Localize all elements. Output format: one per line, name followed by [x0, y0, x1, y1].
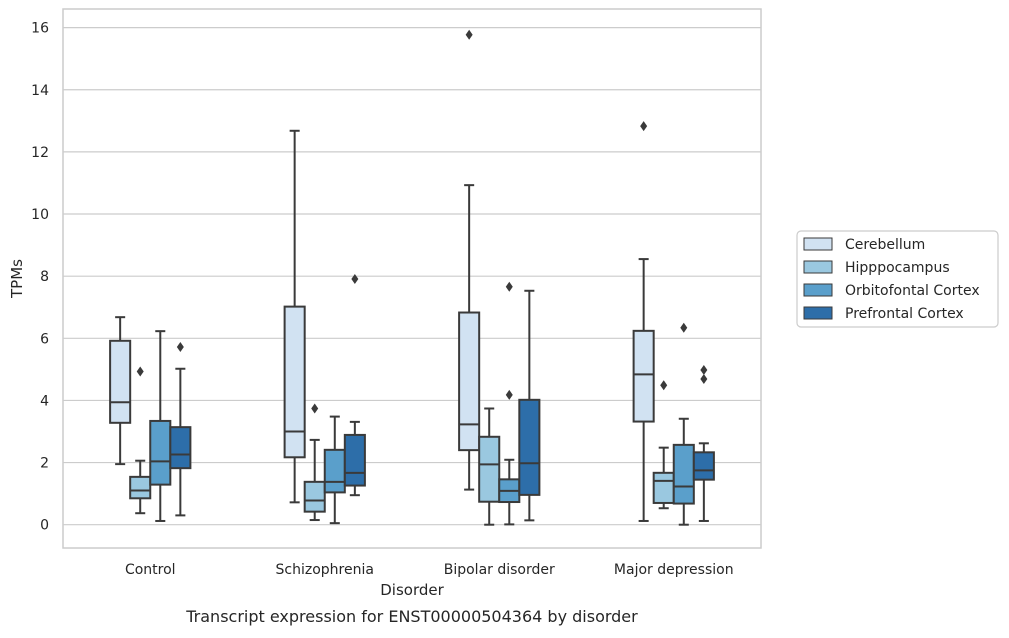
box-0-3 — [169, 342, 192, 517]
box-1-3 — [343, 273, 366, 497]
x-tick-label: Schizophrenia — [276, 562, 374, 578]
chart-caption: Transcript expression for ENST0000050436… — [185, 607, 638, 626]
box-1-0 — [283, 129, 306, 504]
y-tick-label: 4 — [40, 393, 49, 409]
outlier-point — [505, 281, 513, 292]
outlier-point — [680, 322, 688, 333]
legend-swatch — [803, 260, 833, 274]
outlier-point — [700, 364, 708, 375]
y-tick-labels: 0 2 4 6 8 10 12 14 16 — [31, 21, 49, 534]
plot-frame — [62, 8, 762, 549]
box-3-0 — [632, 121, 655, 522]
x-tick-label: Control — [125, 562, 176, 578]
box-iqr — [518, 398, 541, 496]
legend-label: Hipppocampus — [845, 260, 950, 276]
outlier-point — [660, 380, 668, 391]
box-0-0 — [109, 316, 132, 466]
legend-label: Cerebellum — [845, 237, 925, 253]
box-iqr — [283, 305, 306, 459]
y-tick-label: 8 — [40, 269, 49, 285]
y-tick-label: 6 — [40, 331, 49, 347]
box-iqr — [632, 329, 655, 423]
box-iqr — [323, 448, 346, 494]
legend-frame — [796, 230, 999, 328]
y-tick-label: 14 — [31, 83, 49, 99]
box-0-1 — [129, 366, 152, 515]
box-3-1 — [652, 380, 675, 510]
box-iqr — [692, 451, 715, 481]
box-iqr — [652, 471, 675, 504]
x-tick-label: Bipolar disorder — [444, 562, 555, 578]
legend-swatch — [803, 283, 833, 297]
box-groups — [109, 29, 715, 526]
box-iqr — [343, 433, 366, 487]
legend-label: Prefrontal Cortex — [845, 306, 964, 322]
box-1-2 — [323, 415, 346, 525]
box-2-1 — [478, 407, 501, 526]
x-tick-labels: Control Schizophrenia Bipolar disorder Majo… — [125, 562, 734, 578]
outlier-point — [176, 342, 184, 353]
outlier-point — [311, 403, 319, 414]
outlier-point — [700, 373, 708, 384]
legend-label: Orbitofontal Cortex — [845, 283, 980, 299]
legend-swatch — [803, 237, 833, 251]
box-iqr — [478, 435, 501, 503]
box-iqr — [303, 480, 326, 513]
box-3-2 — [672, 322, 695, 526]
box-2-2 — [498, 281, 521, 526]
outlier-point — [136, 366, 144, 377]
x-tick-label: Major depression — [614, 562, 734, 578]
box-0-2 — [149, 330, 172, 522]
box-iqr — [169, 426, 192, 470]
box-2-0 — [458, 29, 481, 491]
box-2-3 — [518, 289, 541, 522]
box-3-3 — [692, 364, 715, 522]
y-axis-label: TPMs — [8, 259, 26, 299]
outlier-point — [505, 389, 513, 400]
box-iqr — [672, 443, 695, 505]
legend-swatch — [803, 306, 833, 320]
y-tick-label: 2 — [40, 456, 49, 472]
outlier-point — [465, 29, 473, 40]
y-tick-label: 16 — [31, 21, 49, 37]
outlier-point — [640, 121, 648, 132]
outlier-point — [351, 273, 359, 284]
box-iqr — [458, 311, 481, 452]
y-tick-label: 0 — [40, 518, 49, 534]
box-iqr — [129, 475, 152, 500]
x-axis-label: Disorder — [380, 581, 444, 599]
legend: Cerebellum Hipppocampus Orbitofontal Corte… — [796, 230, 999, 328]
box-1-1 — [303, 403, 326, 522]
y-tick-label: 12 — [31, 145, 49, 161]
box-iqr — [149, 419, 172, 486]
y-tick-label: 10 — [31, 207, 49, 223]
box-iqr — [109, 339, 132, 424]
